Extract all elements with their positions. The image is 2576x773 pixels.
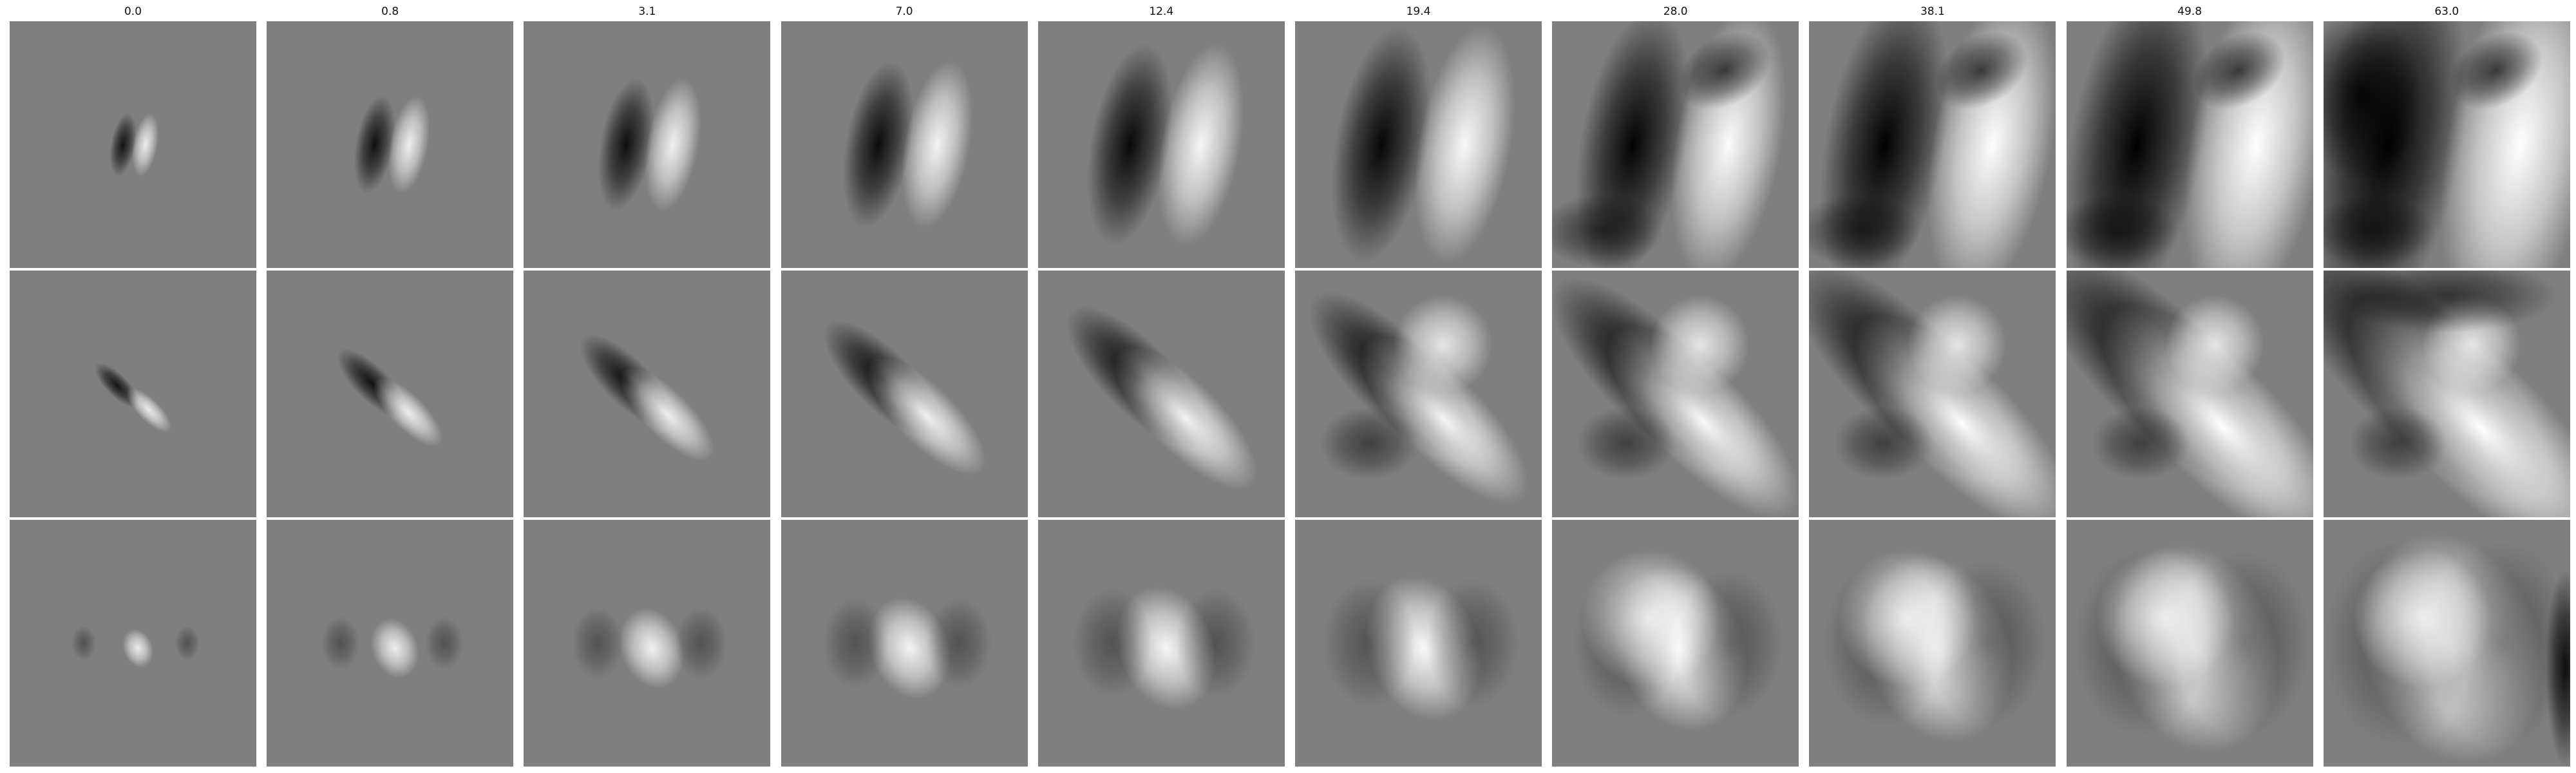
column-title: 28.0 (1663, 5, 1688, 18)
blob-image (781, 520, 1028, 767)
image-panel (524, 21, 771, 268)
blob-image (10, 520, 256, 767)
blob-image (524, 520, 771, 767)
image-panel (1295, 21, 1542, 268)
blob-image (267, 520, 514, 767)
blob-image (1295, 520, 1542, 767)
blob-image (1037, 271, 1285, 517)
blob-image (1552, 271, 1799, 517)
blob-image (1809, 21, 2056, 268)
image-panel (1037, 271, 1285, 517)
blob-image (10, 271, 256, 517)
image-panel (1552, 21, 1799, 268)
blob-image (1809, 271, 2056, 517)
column-title: 0.0 (124, 5, 142, 18)
blob-image (781, 21, 1028, 268)
column-title: 0.8 (381, 5, 399, 18)
image-panel (2323, 21, 2570, 268)
image-panel (1552, 271, 1799, 517)
blob-image (1809, 520, 2056, 767)
image-panel (2323, 520, 2570, 767)
image-panel (1809, 21, 2056, 268)
image-panel (267, 271, 514, 517)
image-panel (1037, 520, 1285, 767)
image-panel (1295, 271, 1542, 517)
image-panel (781, 271, 1028, 517)
image-panel (2323, 271, 2570, 517)
blob-image (1295, 271, 1542, 517)
image-panel (781, 21, 1028, 268)
column-title: 49.8 (2177, 5, 2202, 18)
blob-image (1552, 520, 1799, 767)
blob-image (781, 271, 1028, 517)
column-title: 19.4 (1406, 5, 1431, 18)
blob-image (2066, 520, 2313, 767)
column-title: 3.1 (638, 5, 656, 18)
image-panel (10, 520, 256, 767)
blob-image (2066, 271, 2313, 517)
blob-image (1552, 21, 1799, 268)
blob-image (524, 271, 771, 517)
image-panel (1295, 520, 1542, 767)
image-panel (1037, 21, 1285, 268)
image-panel (1809, 520, 2056, 767)
image-panel (524, 271, 771, 517)
blob-image (2323, 520, 2570, 767)
blob-image (2323, 271, 2570, 517)
blob-image (2066, 21, 2313, 268)
image-panel (2066, 520, 2313, 767)
image-panel (1809, 271, 2056, 517)
blob-image (1037, 520, 1285, 767)
blob-image (1037, 21, 1285, 268)
column-title: 38.1 (1920, 5, 1945, 18)
blob-image (10, 21, 256, 268)
image-panel (267, 520, 514, 767)
image-panel (2066, 271, 2313, 517)
image-panel (524, 520, 771, 767)
blob-image (267, 271, 514, 517)
blob-image (267, 21, 514, 268)
column-title: 63.0 (2434, 5, 2459, 18)
blob-image (524, 21, 771, 268)
blob-image (1295, 21, 1542, 268)
image-panel (2066, 21, 2313, 268)
blob-image (2323, 21, 2570, 268)
image-panel (267, 21, 514, 268)
column-title: 7.0 (895, 5, 913, 18)
column-title: 12.4 (1149, 5, 1174, 18)
image-panel (10, 21, 256, 268)
image-panel (1552, 520, 1799, 767)
image-panel (781, 520, 1028, 767)
image-panel (10, 271, 256, 517)
